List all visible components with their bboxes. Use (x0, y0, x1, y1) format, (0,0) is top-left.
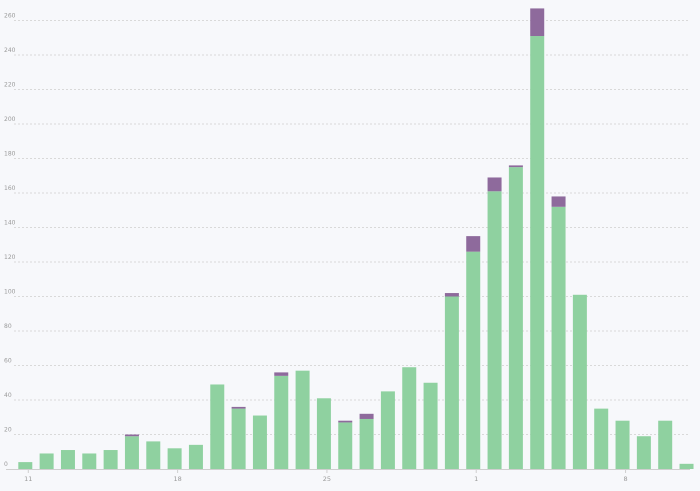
bar-primary (60, 450, 75, 469)
bar-primary (18, 462, 33, 469)
y-tick-label: 20 (4, 427, 12, 434)
bars (18, 8, 694, 470)
bar-primary (338, 422, 353, 469)
bar-primary (594, 408, 609, 469)
bar-primary (615, 420, 630, 469)
bar-primary (572, 294, 587, 469)
y-tick-label: 120 (4, 254, 16, 261)
bar-primary (658, 420, 673, 469)
bar-primary (274, 375, 289, 469)
grid-lines (14, 20, 690, 435)
bar-primary (402, 367, 417, 469)
bar-secondary (124, 434, 139, 437)
bar-primary (530, 36, 545, 470)
y-tick-label: 160 (4, 185, 16, 192)
y-axis-ticks: 0 20 40 60 80 100 120 140 160 180 200 220 240 260 (4, 13, 16, 469)
bar-secondary (338, 420, 353, 423)
bar-primary (82, 453, 97, 469)
bar-secondary (551, 196, 566, 207)
y-tick-label: 140 (4, 220, 16, 227)
bar-primary (39, 453, 54, 469)
bar-primary (636, 436, 651, 469)
bar-primary (210, 384, 225, 469)
x-tick-label: 1 (474, 475, 478, 483)
x-tick-label: 8 (623, 475, 627, 483)
x-tick-label: 18 (173, 475, 181, 483)
bar-primary (231, 408, 246, 469)
bar-primary (146, 441, 161, 469)
bar-primary (380, 391, 395, 469)
y-tick-label: 260 (4, 13, 16, 20)
bar-secondary (359, 413, 374, 419)
y-tick-label: 220 (4, 82, 16, 89)
y-tick-label: 40 (4, 392, 12, 399)
bar-primary (508, 167, 523, 469)
y-tick-label: 0 (4, 461, 8, 468)
x-tick-label: 11 (24, 475, 32, 483)
y-tick-label: 80 (4, 323, 12, 330)
bar-primary (316, 398, 331, 469)
bar-primary (167, 448, 182, 469)
bar-primary (359, 418, 374, 469)
bar-primary (124, 436, 139, 469)
bar-secondary (444, 293, 459, 297)
y-tick-label: 60 (4, 358, 12, 365)
y-tick-label: 100 (4, 289, 16, 296)
bar-secondary (466, 236, 481, 252)
bar-primary (252, 415, 267, 469)
bar-primary (679, 463, 694, 469)
bar-secondary (274, 372, 289, 376)
bar-primary (466, 251, 481, 469)
bar-secondary (231, 406, 246, 409)
bar-primary (423, 382, 438, 469)
bar-primary (103, 450, 118, 469)
bar-primary (295, 370, 310, 469)
y-tick-label: 240 (4, 47, 16, 54)
bar-primary (188, 444, 203, 469)
bar-secondary (508, 165, 523, 168)
x-axis-ticks: 111825181522295 (6, 469, 690, 483)
bar-primary (444, 296, 459, 469)
y-tick-label: 200 (4, 116, 16, 123)
x-tick-label: 25 (323, 475, 331, 483)
bar-secondary (487, 177, 502, 192)
y-tick-label: 180 (4, 151, 16, 158)
bar-primary (551, 206, 566, 470)
bar-secondary (530, 8, 545, 37)
bar-primary (487, 191, 502, 469)
